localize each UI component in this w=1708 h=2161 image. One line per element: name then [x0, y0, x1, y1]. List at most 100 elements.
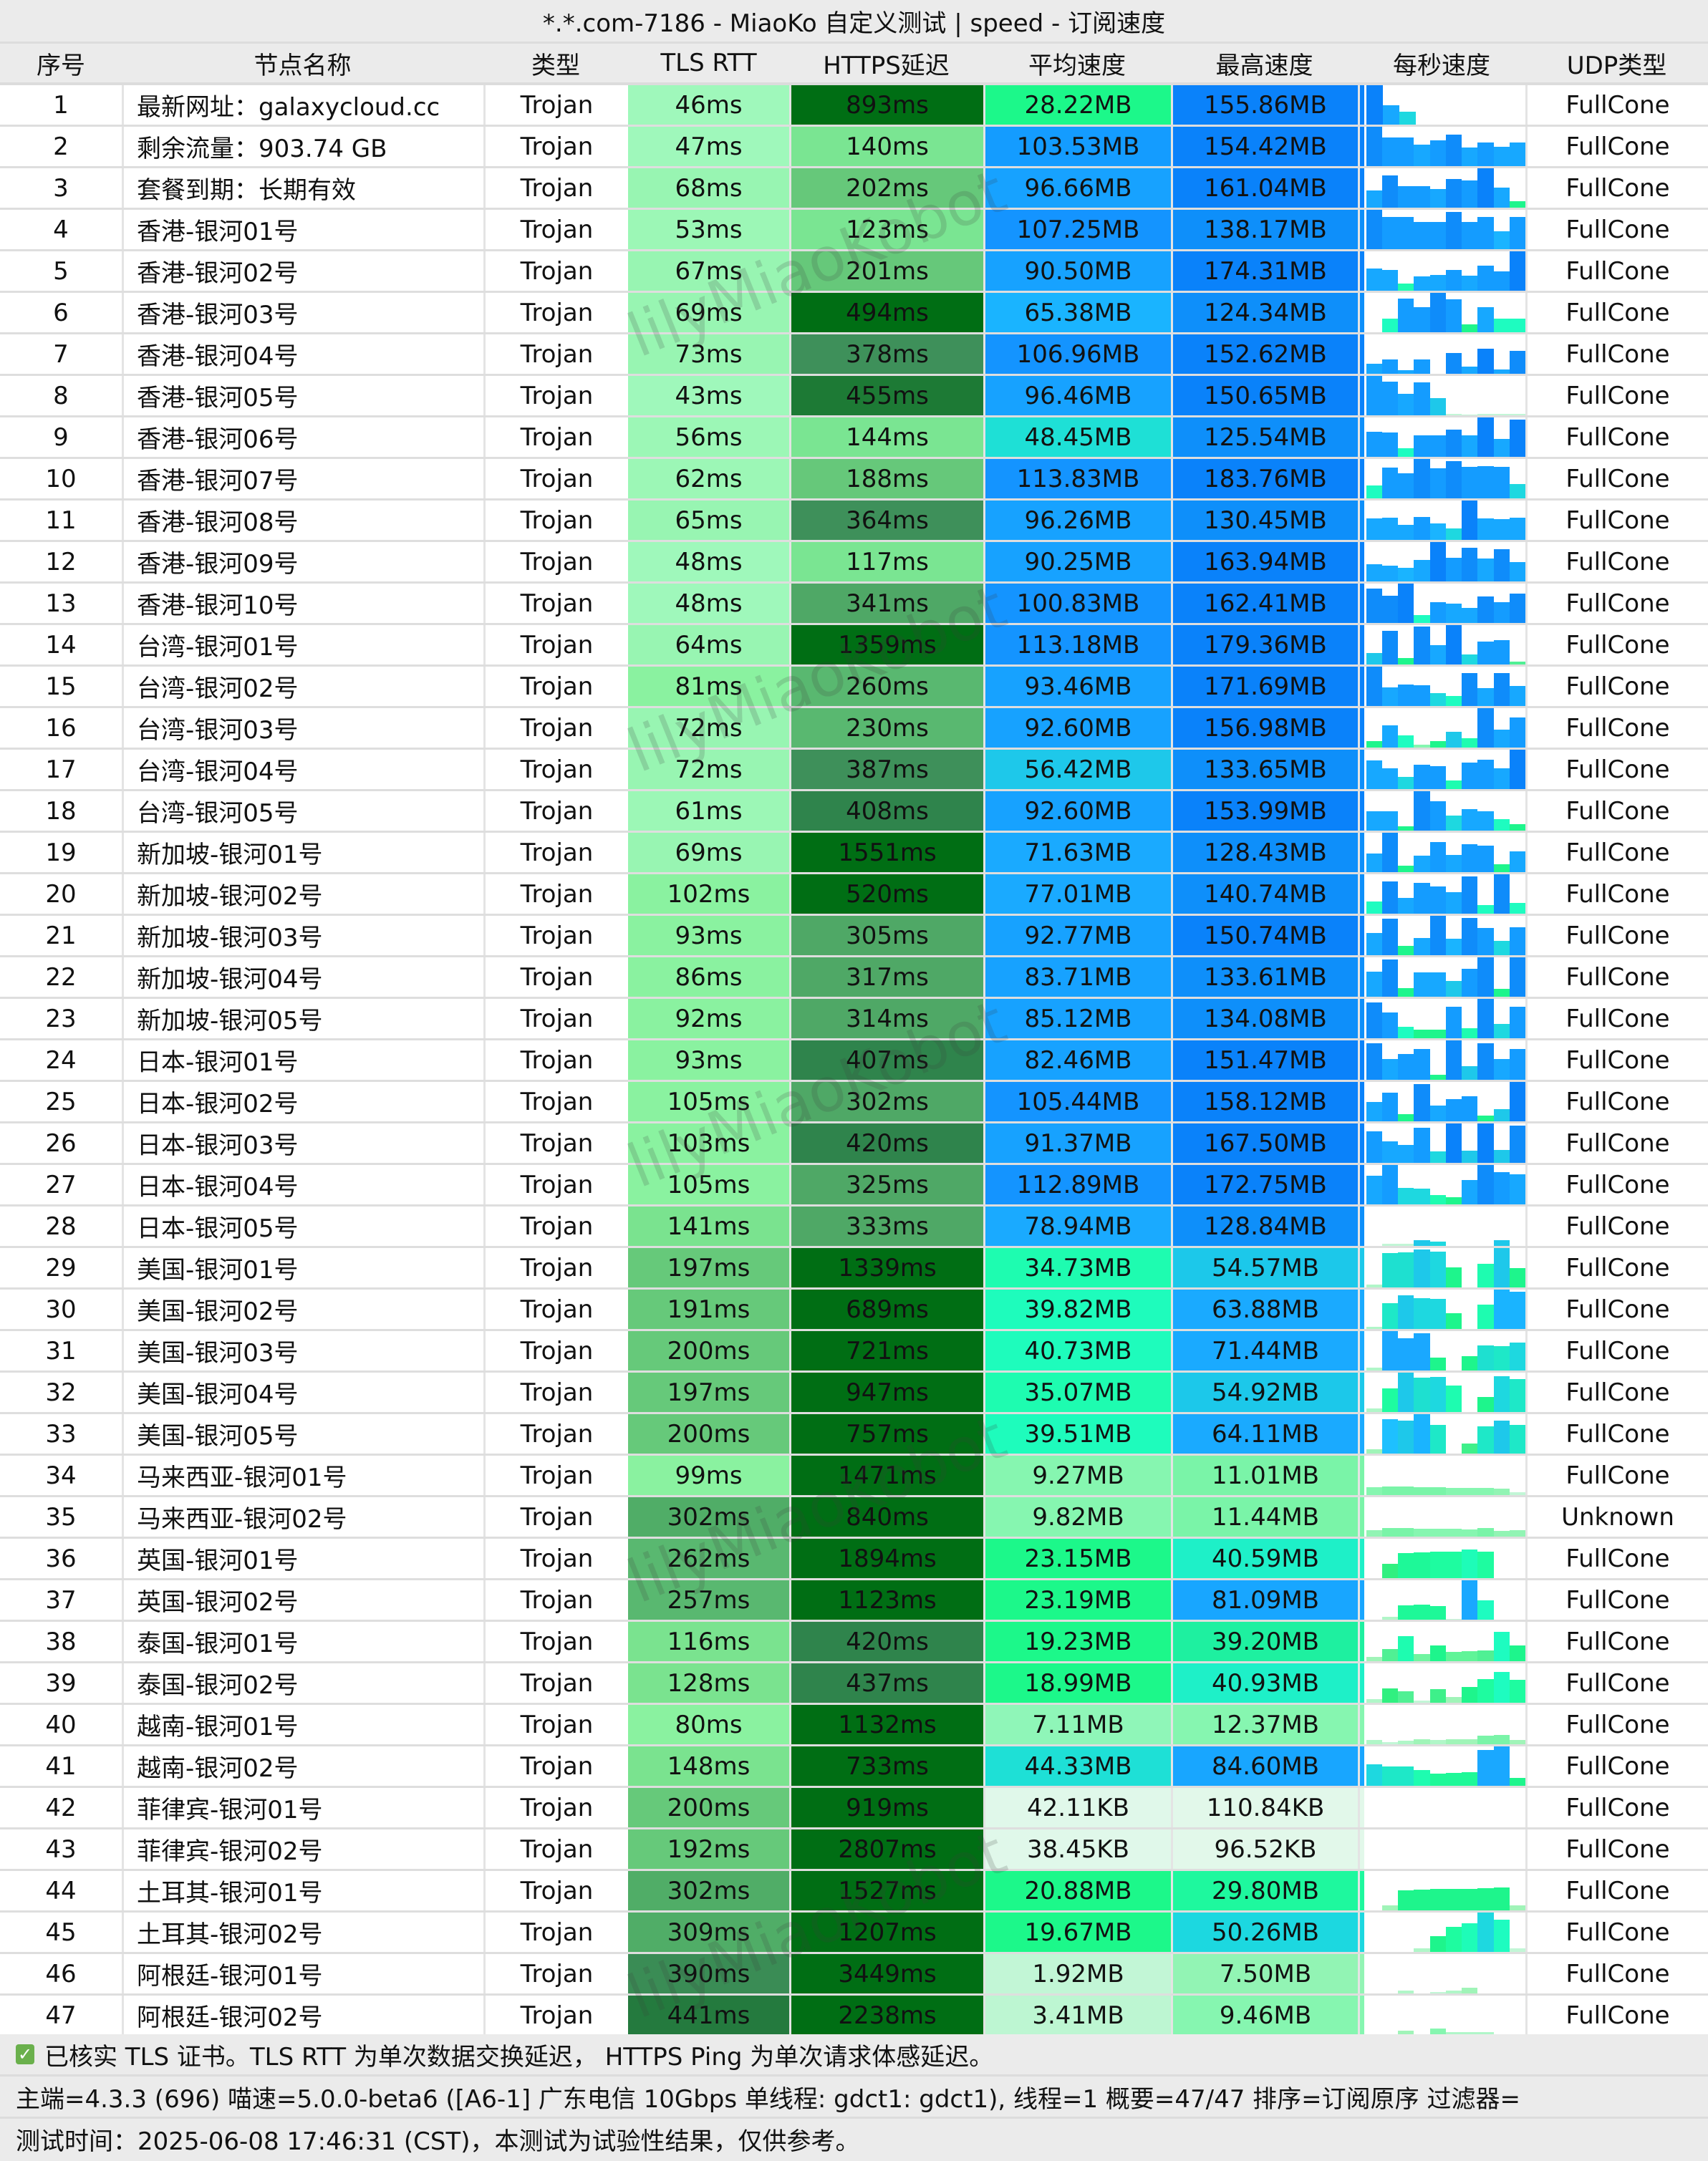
table-row[interactable]: 30 美国-银河02号 Trojan 191ms 689ms 39.82MB 63.88MB… [0, 1290, 1708, 1331]
sparkline-lead-marker [1360, 1746, 1364, 1786]
average-speed-value: 9.82MB [983, 1497, 1171, 1537]
per-second-speed-sparkline [1358, 1165, 1525, 1204]
sparkline-bar [1429, 1606, 1446, 1620]
max-speed-value: 124.34MB [1171, 293, 1358, 332]
row-index: 31 [45, 1336, 77, 1365]
sparkline-bar [1493, 467, 1510, 498]
table-row[interactable]: 45 土耳其-银河02号 Trojan 309ms 1207ms 19.67MB 50.26… [0, 1913, 1708, 1954]
node-name: 美国-银河02号 [122, 1290, 483, 1329]
table-row[interactable]: 27 日本-银河04号 Trojan 105ms 325ms 112.89MB 172.75… [0, 1165, 1708, 1207]
udp-type-value: FullCone [1525, 1373, 1708, 1412]
sparkline-bar [1429, 2029, 1446, 2035]
tls-rtt-value: 48ms [628, 542, 789, 581]
table-row[interactable]: 29 美国-银河01号 Trojan 197ms 1339ms 34.73MB 54.57M… [0, 1248, 1708, 1290]
table-row[interactable]: 36 英国-银河01号 Trojan 262ms 1894ms 23.15MB 40.59M… [0, 1539, 1708, 1580]
table-row[interactable]: 44 土耳其-银河01号 Trojan 302ms 1527ms 20.88MB 29.80… [0, 1871, 1708, 1913]
table-row[interactable]: 8 香港-银河05号 Trojan 43ms 455ms 96.46MB 150.65MB F… [0, 376, 1708, 417]
table-row[interactable]: 4 香港-银河01号 Trojan 53ms 123ms 107.25MB 138.17MB… [0, 210, 1708, 251]
https-latency-value: 325ms [789, 1165, 983, 1204]
node-type: Trojan [483, 1373, 628, 1412]
table-row[interactable]: 15 台湾-银河02号 Trojan 81ms 260ms 93.46MB 171.69MB… [0, 667, 1708, 708]
table-row[interactable]: 6 香港-银河03号 Trojan 69ms 494ms 65.38MB 124.34MB F… [0, 293, 1708, 334]
table-row[interactable]: 13 香港-银河10号 Trojan 48ms 341ms 100.83MB 162.41M… [0, 584, 1708, 625]
table-row[interactable]: 41 越南-银河02号 Trojan 148ms 733ms 44.33MB 84.60MB… [0, 1746, 1708, 1788]
tls-rtt-value: 302ms [628, 1497, 789, 1537]
sparkline-bar [1382, 768, 1399, 789]
udp-type-value: FullCone [1525, 1248, 1708, 1287]
udp-type-value: FullCone [1525, 1622, 1708, 1661]
table-row[interactable]: 2 剩余流量：903.74 GB Trojan 47ms 140ms 103.53MB 15… [0, 127, 1708, 168]
table-row[interactable]: 32 美国-银河04号 Trojan 197ms 947ms 35.07MB 54.92MB… [0, 1373, 1708, 1414]
table-row[interactable]: 3 套餐到期：长期有效 Trojan 68ms 202ms 96.66MB 161.04MB… [0, 168, 1708, 210]
tls-rtt-value: 141ms [628, 1207, 789, 1246]
per-second-speed-sparkline [1358, 1373, 1525, 1412]
sparkline-bar [1398, 777, 1414, 789]
per-second-speed-sparkline [1358, 127, 1525, 166]
row-index: 15 [45, 672, 77, 701]
table-row[interactable]: 11 香港-银河08号 Trojan 65ms 364ms 96.26MB 130.45MB… [0, 501, 1708, 542]
table-row[interactable]: 17 台湾-银河04号 Trojan 72ms 387ms 56.42MB 133.65MB… [0, 750, 1708, 791]
per-second-speed-sparkline [1358, 1082, 1525, 1121]
sparkline-bar [1414, 222, 1430, 249]
table-row[interactable]: 28 日本-银河05号 Trojan 141ms 333ms 78.94MB 128.84M… [0, 1207, 1708, 1248]
sparkline-bar [1398, 568, 1414, 581]
table-row[interactable]: 40 越南-银河01号 Trojan 80ms 1132ms 7.11MB 12.37MB F… [0, 1705, 1708, 1746]
table-row[interactable]: 37 英国-银河02号 Trojan 257ms 1123ms 23.19MB 81.09M… [0, 1580, 1708, 1622]
sparkline-bar [1366, 1002, 1383, 1038]
sparkline-lead-marker [1360, 1913, 1364, 1952]
sparkline-lead-marker [1360, 1414, 1364, 1454]
sparkline-bar [1382, 1012, 1399, 1038]
table-row[interactable]: 43 菲律宾-银河02号 Trojan 192ms 2807ms 38.45KB 96.52… [0, 1829, 1708, 1871]
table-row[interactable]: 12 香港-银河09号 Trojan 48ms 117ms 90.25MB 163.94MB… [0, 542, 1708, 584]
table-row[interactable]: 39 泰国-银河02号 Trojan 128ms 437ms 18.99MB 40.93MB… [0, 1663, 1708, 1705]
node-type: Trojan [483, 708, 628, 748]
sparkline-bar [1462, 180, 1478, 208]
table-row[interactable]: 31 美国-银河03号 Trojan 200ms 721ms 40.73MB 71.44MB… [0, 1331, 1708, 1373]
table-row[interactable]: 24 日本-银河01号 Trojan 93ms 407ms 82.46MB 151.47MB… [0, 1040, 1708, 1082]
sparkline-lead-marker [1360, 210, 1364, 249]
max-speed-value: 64.11MB [1171, 1414, 1358, 1454]
table-row[interactable]: 42 菲律宾-银河01号 Trojan 200ms 919ms 42.11KB 110.84… [0, 1788, 1708, 1829]
table-row[interactable]: 47 阿根廷-银河02号 Trojan 441ms 2238ms 3.41MB 9.46MB… [0, 1996, 1708, 2037]
sparkline-bar [1398, 735, 1414, 748]
sparkline-bar [1493, 414, 1510, 415]
table-row[interactable]: 21 新加坡-银河03号 Trojan 93ms 305ms 92.77MB 150.74M… [0, 916, 1708, 957]
max-speed-value: 40.93MB [1171, 1663, 1358, 1703]
sparkline-bar [1477, 466, 1494, 498]
table-row[interactable]: 5 香港-银河02号 Trojan 67ms 201ms 90.50MB 174.31MB F… [0, 251, 1708, 293]
table-row[interactable]: 23 新加坡-银河05号 Trojan 92ms 314ms 85.12MB 134.08M… [0, 999, 1708, 1040]
sparkline-bar [1462, 608, 1478, 623]
average-speed-value: 92.60MB [983, 791, 1171, 831]
sparkline-bar [1414, 517, 1430, 540]
average-speed-value: 85.12MB [983, 999, 1171, 1038]
table-row[interactable]: 19 新加坡-银河01号 Trojan 69ms 1551ms 71.63MB 128.43… [0, 833, 1708, 874]
table-row[interactable]: 33 美国-银河05号 Trojan 200ms 757ms 39.51MB 64.11MB… [0, 1414, 1708, 1456]
table-row[interactable]: 1 最新网址：galaxycloud.cc Trojan 46ms 893ms 28.22… [0, 85, 1708, 127]
sparkline-bar [1382, 137, 1399, 166]
sparkline-bar [1477, 1123, 1494, 1163]
row-index: 4 [53, 215, 69, 244]
table-row[interactable]: 25 日本-银河02号 Trojan 105ms 302ms 105.44MB 158.12… [0, 1082, 1708, 1123]
https-latency-value: 919ms [789, 1788, 983, 1827]
table-row[interactable]: 18 台湾-银河05号 Trojan 61ms 408ms 92.60MB 153.99MB… [0, 791, 1708, 833]
sparkline-bar [1414, 615, 1430, 623]
node-type: Trojan [483, 1165, 628, 1204]
table-row[interactable]: 38 泰国-银河01号 Trojan 116ms 420ms 19.23MB 39.20MB… [0, 1622, 1708, 1663]
table-row[interactable]: 20 新加坡-银河02号 Trojan 102ms 520ms 77.01MB 140.74… [0, 874, 1708, 916]
sparkline-bar [1493, 602, 1510, 623]
table-row[interactable]: 22 新加坡-银河04号 Trojan 86ms 317ms 83.71MB 133.61M… [0, 957, 1708, 999]
sparkline-bar [1445, 1313, 1462, 1329]
table-row[interactable]: 34 马来西亚-银河01号 Trojan 99ms 1471ms 9.27MB 11.01M… [0, 1456, 1708, 1497]
sparkline-bar [1462, 1180, 1478, 1204]
table-row[interactable]: 46 阿根廷-银河01号 Trojan 390ms 3449ms 1.92MB 7.50MB… [0, 1954, 1708, 1996]
table-row[interactable]: 7 香港-银河04号 Trojan 73ms 378ms 106.96MB 152.62MB… [0, 334, 1708, 376]
table-row[interactable]: 10 香港-银河07号 Trojan 62ms 188ms 113.83MB 183.76M… [0, 459, 1708, 501]
table-row[interactable]: 9 香港-银河06号 Trojan 56ms 144ms 48.45MB 125.54MB F… [0, 417, 1708, 459]
table-row[interactable]: 26 日本-银河03号 Trojan 103ms 420ms 91.37MB 167.50M… [0, 1123, 1708, 1165]
udp-type-value: FullCone [1525, 210, 1708, 249]
tls-rtt-value: 192ms [628, 1829, 789, 1869]
table-row[interactable]: 16 台湾-银河03号 Trojan 72ms 230ms 92.60MB 156.98MB… [0, 708, 1708, 750]
table-row[interactable]: 14 台湾-银河01号 Trojan 64ms 1359ms 113.18MB 179.36… [0, 625, 1708, 667]
max-speed-value: 151.47MB [1171, 1040, 1358, 1080]
table-row[interactable]: 35 马来西亚-银河02号 Trojan 302ms 840ms 9.82MB 11.44M… [0, 1497, 1708, 1539]
